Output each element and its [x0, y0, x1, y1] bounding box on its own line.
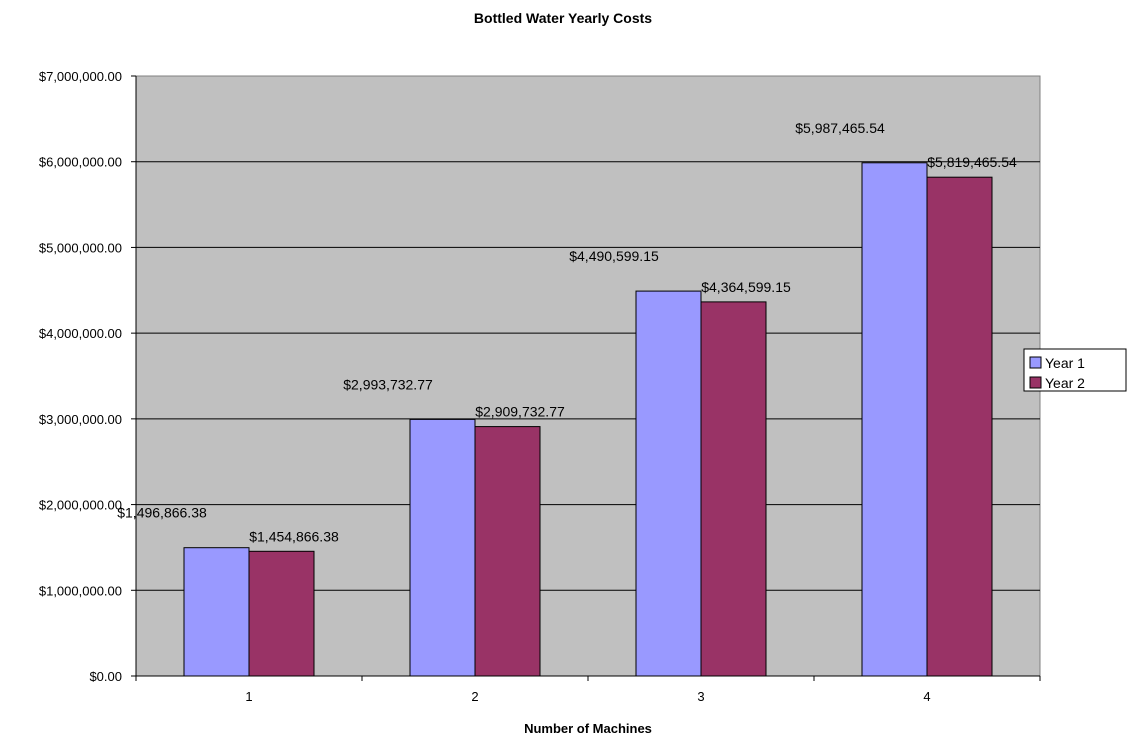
y-tick-label: $1,000,000.00 [39, 583, 122, 598]
y-tick-label: $5,000,000.00 [39, 240, 122, 255]
y-tick-label: $7,000,000.00 [39, 69, 122, 84]
data-label: $2,909,732.77 [475, 404, 565, 420]
y-tick-label: $2,000,000.00 [39, 498, 122, 513]
x-axis: 1 2 3 4 [135, 675, 1041, 704]
bar [474, 426, 541, 677]
x-tick-label: 4 [923, 689, 930, 704]
bar [183, 547, 250, 677]
chart-title: Bottled Water Yearly Costs [474, 10, 652, 26]
x-tick-label: 1 [245, 689, 252, 704]
x-tick-label: 2 [471, 689, 478, 704]
x-tick-label: 3 [697, 689, 704, 704]
data-label: $4,490,599.15 [569, 248, 659, 264]
data-label: $5,987,465.54 [795, 120, 885, 136]
y-tick-label: $0.00 [89, 669, 122, 684]
y-tick-label: $3,000,000.00 [39, 412, 122, 427]
bars [183, 162, 993, 677]
data-label: $5,819,465.54 [927, 154, 1017, 170]
data-label: $2,993,732.77 [343, 376, 433, 392]
y-axis: $0.00 $1,000,000.00 $2,000,000.00 $3,000,00… [39, 69, 137, 684]
data-label: $1,496,866.38 [117, 505, 207, 521]
bar [926, 176, 993, 677]
data-label: $4,364,599.15 [701, 279, 791, 295]
bar [635, 290, 702, 677]
data-label: $1,454,866.38 [249, 528, 339, 544]
y-tick-label: $4,000,000.00 [39, 326, 122, 341]
bar [861, 162, 928, 677]
bar [248, 550, 315, 677]
data-labels: $1,496,866.38 $2,993,732.77 $4,490,599.15 $… [117, 120, 1017, 545]
y-tick-label: $6,000,000.00 [39, 155, 122, 170]
legend: Year 1 Year 2 [1023, 348, 1127, 392]
legend-swatch [1029, 356, 1042, 369]
legend-label: Year 1 [1045, 355, 1085, 371]
bar [700, 301, 767, 677]
bar [409, 418, 476, 677]
legend-label: Year 2 [1045, 375, 1085, 391]
x-axis-title: Number of Machines [524, 721, 652, 736]
legend-swatch [1029, 376, 1042, 389]
